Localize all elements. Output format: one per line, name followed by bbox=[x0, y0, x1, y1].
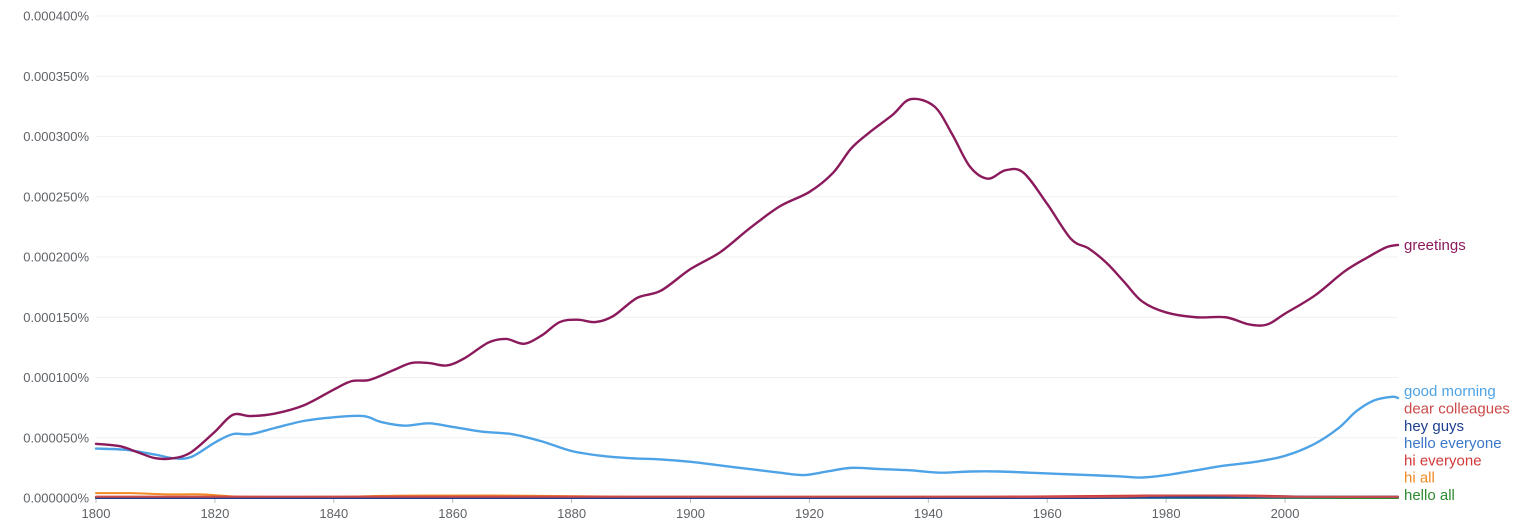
y-tick-label: 0.000350% bbox=[23, 69, 89, 84]
x-tick-label: 1920 bbox=[795, 506, 824, 521]
y-tick-label: 0.000050% bbox=[23, 430, 89, 445]
series-lines bbox=[94, 97, 1400, 500]
x-axis-tick-labels: 1800 1820 1840 1860 1880 1900 1920 1940 1960 1980… bbox=[82, 498, 1300, 521]
x-tick-label: 1940 bbox=[914, 506, 943, 521]
x-tick-label: 1800 bbox=[82, 506, 111, 521]
x-tick-label: 1860 bbox=[438, 506, 467, 521]
y-tick-label: 0.000150% bbox=[23, 310, 89, 325]
y-tick-label: 0.000300% bbox=[23, 129, 89, 144]
series-line-dear-colleagues[interactable] bbox=[95, 494, 1399, 498]
series-label-hi-all[interactable]: hi all bbox=[1404, 470, 1435, 487]
x-tick-label: 1880 bbox=[557, 506, 586, 521]
series-label-dear-colleagues[interactable]: dear colleagues bbox=[1404, 401, 1510, 418]
series-label-hi-everyone[interactable]: hi everyone bbox=[1404, 452, 1482, 469]
series-label-hello-all[interactable]: hello all bbox=[1404, 487, 1455, 504]
y-axis-tick-labels: 0.000000% 0.000050% 0.000100% 0.000150% 0.00… bbox=[23, 9, 89, 506]
y-tick-label: 0.000100% bbox=[23, 370, 89, 385]
y-tick-label: 0.000200% bbox=[23, 250, 89, 265]
series-line-good-morning[interactable] bbox=[94, 395, 1400, 479]
y-tick-label: 0.000250% bbox=[23, 189, 89, 204]
y-tick-label: 0.000400% bbox=[23, 9, 89, 24]
series-label-greetings[interactable]: greetings bbox=[1404, 237, 1466, 254]
y-tick-label: 0.000000% bbox=[23, 491, 89, 506]
x-tick-label: 1840 bbox=[319, 506, 348, 521]
series-line-greetings[interactable] bbox=[94, 97, 1400, 461]
series-label-hey-guys[interactable]: hey guys bbox=[1404, 418, 1464, 435]
gridlines bbox=[96, 15, 1398, 439]
x-tick-label: 1980 bbox=[1152, 506, 1181, 521]
x-tick-label: 1900 bbox=[676, 506, 705, 521]
x-tick-label: 1960 bbox=[1033, 506, 1062, 521]
series-label-hello-everyone[interactable]: hello everyone bbox=[1404, 435, 1502, 452]
x-tick-label: 2000 bbox=[1271, 506, 1300, 521]
x-tick-label: 1820 bbox=[200, 506, 229, 521]
series-label-good-morning[interactable]: good morning bbox=[1404, 383, 1496, 400]
